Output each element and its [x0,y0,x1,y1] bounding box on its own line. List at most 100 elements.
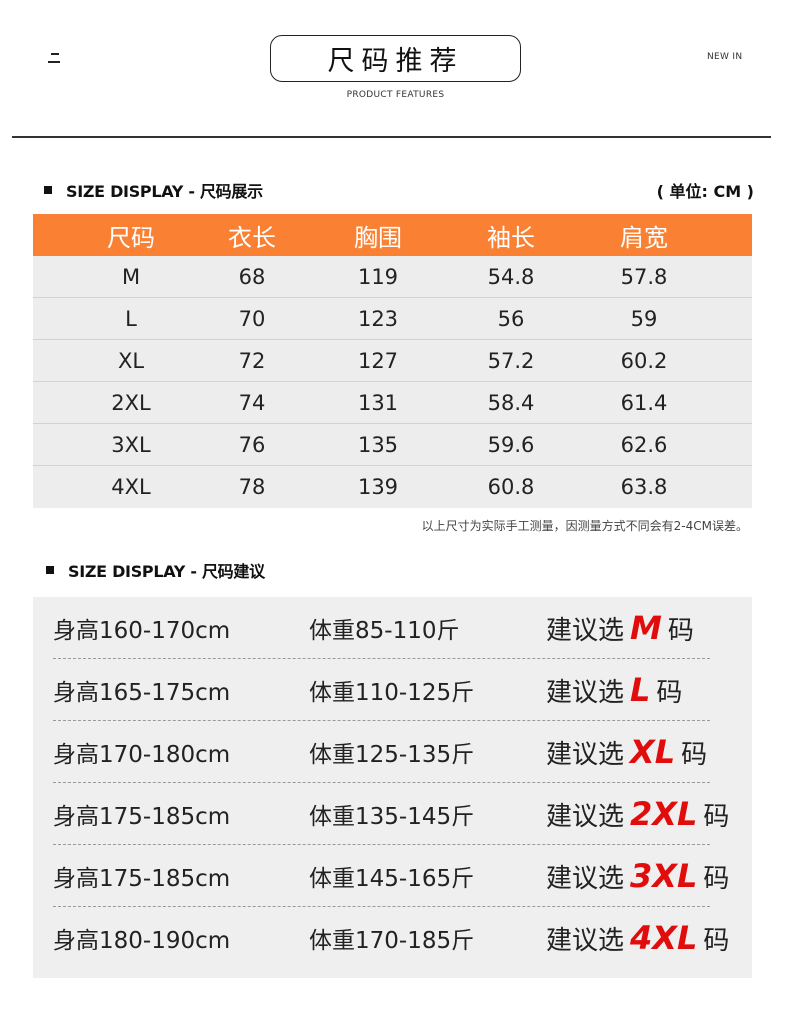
table-cell: 68 [238,264,266,289]
table-cell: 61.4 [620,390,668,415]
suggest-prefix: 建议选 [546,926,625,956]
weight-range: 体重85-110斤 [309,618,460,644]
size-table-header: 尺码 衣长 胸围 袖长 肩宽 [33,214,752,256]
height-range: 身高170-180cm [53,742,231,768]
size-suggestion: 建议选 4XL 码 [546,919,729,957]
table-cell: 3XL [111,432,151,457]
column-header: 胸围 [354,223,402,252]
column-header: 肩宽 [620,223,668,252]
suggest-suffix: 码 [681,740,708,770]
table-row: M 68 119 54.8 57.8 [33,256,752,298]
table-row: XL 72 127 57.2 60.2 [33,340,752,382]
page-subtitle: PRODUCT FEATURES [346,90,445,100]
table-cell: 60.2 [620,348,668,373]
measurement-note: 以上尺寸为实际手工测量，因测量方式不同会有2-4CM误差。 [421,519,748,533]
table-cell: L [125,306,137,331]
suggest-suffix: 码 [703,864,730,894]
height-range: 身高175-185cm [53,804,231,830]
height-range: 身高165-175cm [53,680,231,706]
weight-range: 体重135-145斤 [309,804,475,830]
table-cell: 62.6 [620,432,668,457]
table-cell: 54.8 [487,264,535,289]
column-header: 袖长 [487,223,535,252]
suggest-suffix: 码 [667,616,694,646]
table-cell: 2XL [111,390,151,415]
table-cell: M [121,264,141,289]
recommend-row: 身高175-185cm 体重135-145斤 建议选 2XL 码 [33,783,752,845]
recommend-row: 身高165-175cm 体重110-125斤 建议选 L 码 [33,659,752,721]
menu-icon[interactable] [48,53,60,63]
height-range: 身高175-185cm [53,866,231,892]
table-cell: 56 [497,306,525,331]
suggest-suffix: 码 [703,926,730,956]
suggest-prefix: 建议选 [546,678,625,708]
header-divider [12,136,771,138]
table-row: 2XL 74 131 58.4 61.4 [33,382,752,424]
suggest-suffix: 码 [656,678,683,708]
size-display-heading-text: SIZE DISPLAY - 尺码展示 [66,182,263,201]
table-row: 3XL 76 135 59.6 62.6 [33,424,752,466]
suggested-size: 3XL [630,857,698,895]
table-cell: 131 [357,390,399,415]
suggest-prefix: 建议选 [546,616,625,646]
table-cell: 70 [238,306,266,331]
weight-range: 体重170-185斤 [309,928,475,954]
square-bullet-icon [44,186,52,194]
unit-label: ( 单位: CM ) [656,182,754,201]
weight-range: 体重125-135斤 [309,742,475,768]
recommend-row: 身高175-185cm 体重145-165斤 建议选 3XL 码 [33,845,752,907]
height-range: 身高160-170cm [53,618,231,644]
recommend-row: 身高170-180cm 体重125-135斤 建议选 XL 码 [33,721,752,783]
row-divider [53,658,710,659]
size-table: 尺码 衣长 胸围 袖长 肩宽 M 68 119 54.8 57.8 L 70 1… [33,214,752,508]
table-cell: 119 [357,264,399,289]
size-recommend-box: 身高160-170cm 体重85-110斤 建议选 M 码 身高165-175cm … [33,597,752,978]
weight-range: 体重145-165斤 [309,866,475,892]
table-cell: 76 [238,432,266,457]
table-cell: 57.8 [620,264,668,289]
table-cell: XL [117,348,145,373]
table-cell: 59 [630,306,658,331]
table-cell: 74 [238,390,266,415]
table-cell: 4XL [111,475,151,499]
table-cell: 135 [357,432,399,457]
page-title: 尺码推荐 [270,35,521,82]
table-cell: 58.4 [487,390,535,415]
recommend-row: 身高180-190cm 体重170-185斤 建议选 4XL 码 [33,907,752,969]
suggest-prefix: 建议选 [546,864,625,894]
table-cell: 78 [238,475,266,499]
size-suggestion: 建议选 2XL 码 [546,795,729,833]
suggested-size: 2XL [630,795,698,833]
table-cell: 60.8 [487,475,535,499]
table-cell: 127 [357,348,399,373]
row-divider [53,720,710,721]
size-suggestion: 建议选 3XL 码 [546,857,729,895]
table-cell: 63.8 [620,475,668,499]
column-header: 尺码 [107,223,155,252]
row-divider [53,906,710,907]
size-recommend-heading-text: SIZE DISPLAY - 尺码建议 [68,562,265,581]
suggested-size: 4XL [630,919,698,957]
size-suggestion: 建议选 L 码 [546,671,682,709]
suggest-prefix: 建议选 [546,740,625,770]
size-display-heading: SIZE DISPLAY - 尺码展示 [44,178,263,202]
size-suggestion: 建议选 XL 码 [546,733,707,771]
size-suggestion: 建议选 M 码 [546,609,694,647]
size-recommend-heading: SIZE DISPLAY - 尺码建议 [46,558,265,582]
suggested-size: XL [630,733,676,771]
row-divider [53,782,710,783]
height-range: 身高180-190cm [53,928,231,954]
suggested-size: M [630,609,662,647]
weight-range: 体重110-125斤 [309,680,475,706]
table-row: L 70 123 56 59 [33,298,752,340]
table-cell: 59.6 [487,432,535,457]
suggested-size: L [630,671,651,709]
suggest-suffix: 码 [703,802,730,832]
table-row: 4XL 78 139 60.8 63.8 [33,466,752,508]
table-cell: 57.2 [487,348,535,373]
table-cell: 72 [238,348,266,373]
recommend-row: 身高160-170cm 体重85-110斤 建议选 M 码 [33,597,752,659]
row-divider [53,844,710,845]
table-cell: 139 [357,475,399,499]
new-in-link[interactable]: NEW IN [707,52,743,62]
